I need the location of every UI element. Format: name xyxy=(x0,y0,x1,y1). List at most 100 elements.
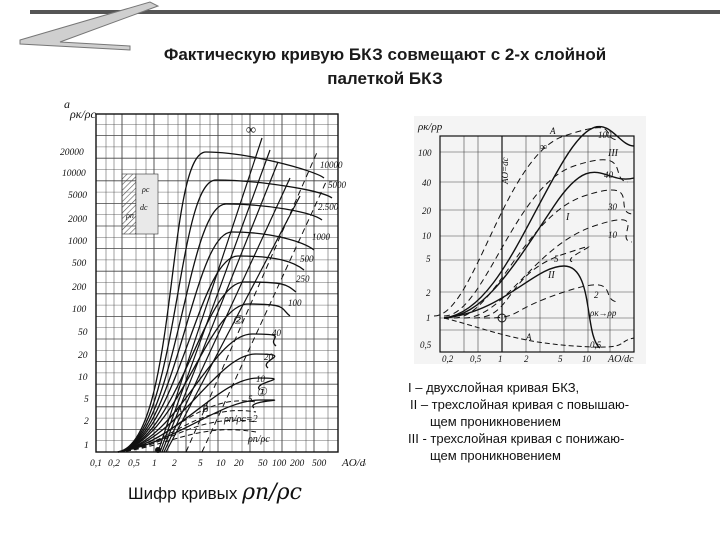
asymptote-line xyxy=(165,195,301,453)
circled-one: ① xyxy=(256,385,268,399)
legend-line-1: I – двухслойная кривая БКЗ, xyxy=(408,380,580,395)
x-tick-labels: 0,1 0,2 0,5 1 2 5 10 20 50 100 200 500 xyxy=(90,459,327,469)
r-curve-label-0-5: 0,5 xyxy=(590,340,602,350)
curve-label-5: 5 xyxy=(248,394,253,404)
x-tick-5: 5 xyxy=(198,459,203,469)
r-y-tick-40: 40 xyxy=(422,178,432,188)
r-curve-III xyxy=(443,125,635,319)
y-tick-50: 50 xyxy=(78,328,88,338)
well-inset: ρс ρп dс xyxy=(121,173,159,235)
palette-curve xyxy=(117,333,277,453)
asymptote-line xyxy=(159,149,271,453)
palette-curve xyxy=(117,203,323,453)
r-x-tick-labels: 0,2 0,5 1 2 5 10 xyxy=(442,354,592,364)
r-y-tick-20: 20 xyxy=(422,206,432,216)
r-dashed-curve xyxy=(483,284,619,319)
r-y-tick-2: 2 xyxy=(426,288,431,298)
three-layer-curves xyxy=(433,125,635,349)
inset-label-rho-c: ρс xyxy=(141,185,150,194)
legend: I – двухслойная кривая БКЗ, II – трехсло… xyxy=(398,379,714,464)
r-curve-0-5 xyxy=(443,317,635,348)
formula-rho-ratio: ρп/ρс xyxy=(247,434,270,445)
marker-b: B xyxy=(202,404,208,415)
palette-curve xyxy=(117,231,315,453)
three-layer-svg: ρк/ρр AO/dс AO=dс 0,5 1 2 5 10 20 40 100… xyxy=(417,121,635,365)
x-axis-label: AO/dс xyxy=(341,457,366,469)
y-axis-label: ρк/ρс xyxy=(69,107,96,121)
x-tick-200: 200 xyxy=(290,459,305,469)
r-dashed-curve xyxy=(463,219,633,319)
bkz-palette-svg: a ρк/ρс AO/dс 20000 10000 5000 2000 1000… xyxy=(60,97,370,469)
r-dashed-curve xyxy=(443,159,629,317)
asymptote-line xyxy=(163,177,291,453)
curve-labels: 10000 5000 2.500 1000 500 250 100 40 20 … xyxy=(248,160,347,404)
r-y-tick-1: 1 xyxy=(426,313,431,323)
y-tick-labels: 20000 10000 5000 2000 1000 500 200 100 5… xyxy=(60,148,89,451)
three-layer-chart: ρк/ρр AO/dс AO=dс 0,5 1 2 5 10 20 40 100… xyxy=(414,116,646,365)
r-vertical-line-label: AO=dс xyxy=(500,157,510,185)
r-curve-label-30: 30 xyxy=(607,202,618,212)
r-roman-labels: I II III xyxy=(547,148,619,281)
r-y-tick-0-5: 0,5 xyxy=(420,340,432,350)
r-x-tick-2: 2 xyxy=(524,354,529,364)
bkz-palette-chart: a ρк/ρс AO/dс 20000 10000 5000 2000 1000… xyxy=(56,92,370,480)
r-marker-a-top: A xyxy=(549,126,556,136)
y-tick-10000: 10000 xyxy=(62,169,86,179)
x-tick-0-5: 0,5 xyxy=(128,459,140,469)
r-dashed-curve xyxy=(473,246,590,319)
x-tick-1: 1 xyxy=(152,459,157,469)
r-label-II: II xyxy=(547,270,555,281)
r-dashed-curve xyxy=(433,127,619,317)
header-bar xyxy=(30,10,720,14)
palette-curve xyxy=(117,353,276,453)
x-tick-0-2: 0,2 xyxy=(108,459,120,469)
legend-line-5: щем проникновением xyxy=(430,448,561,463)
x-tick-10: 10 xyxy=(216,459,226,469)
x-tick-50: 50 xyxy=(258,459,268,469)
y-tick-1: 1 xyxy=(84,441,89,451)
r-y-tick-10: 10 xyxy=(422,231,432,241)
y-tick-2000: 2000 xyxy=(68,215,87,225)
curve-label-500: 500 xyxy=(300,254,314,264)
curve-label-5000: 5000 xyxy=(328,180,347,190)
r-y-tick-labels: 0,5 1 2 5 10 20 40 100 xyxy=(418,148,432,350)
r-x-tick-0-2: 0,2 xyxy=(442,354,454,364)
r-curve-label-100: 100 xyxy=(598,130,612,140)
curve-label-1000: 1000 xyxy=(312,232,331,242)
plot-frame xyxy=(95,113,339,453)
curve-label-20: 20 xyxy=(264,352,274,362)
x-tick-20: 20 xyxy=(234,459,244,469)
three-layer-grid xyxy=(439,135,635,353)
y-tick-2: 2 xyxy=(84,417,89,427)
palette-curve xyxy=(117,151,325,453)
origin-point xyxy=(155,447,161,453)
inset-well-zone xyxy=(135,173,159,235)
r-x-axis-label: AO/dс xyxy=(607,354,634,364)
r-x-tick-1: 1 xyxy=(498,354,503,364)
r-y-axis-label: ρк/ρр xyxy=(417,121,443,133)
r-curve-label-5: 5 xyxy=(554,254,559,264)
x-tick-500: 500 xyxy=(312,459,327,469)
legend-line-2: II – трехслойная кривая с повышаю- xyxy=(410,397,630,412)
curve-label-40: 40 xyxy=(272,328,282,338)
r-marker-a-bottom: A xyxy=(525,332,532,342)
r-y-tick-100: 100 xyxy=(418,148,432,158)
curve-cipher: Шифр кривых ρп/ρс xyxy=(128,480,302,505)
legend-line-3: щем проникновением xyxy=(430,414,561,429)
inset-label-rho-p: ρп xyxy=(125,211,134,220)
y-tick-10: 10 xyxy=(78,373,88,383)
r-curve-labels: 100 40 30 10 5 2 0,5 xyxy=(554,130,618,350)
y-tick-500: 500 xyxy=(72,259,87,269)
palette-curve xyxy=(117,179,333,453)
y-tick-20: 20 xyxy=(78,351,88,361)
r-x-tick-10: 10 xyxy=(582,354,592,364)
marker-a: A xyxy=(175,404,183,415)
y-tick-1000: 1000 xyxy=(68,237,87,247)
curve-label-10000: 10000 xyxy=(320,160,343,170)
cipher-formula: ρп/ρс xyxy=(242,480,302,505)
r-curve-label-10: 10 xyxy=(608,230,618,240)
r-plot-frame xyxy=(439,135,635,353)
palette-curve xyxy=(117,281,297,453)
x-tick-100: 100 xyxy=(272,459,287,469)
formula-rho-ratio-2: ρп/ρс=2 xyxy=(223,414,258,425)
